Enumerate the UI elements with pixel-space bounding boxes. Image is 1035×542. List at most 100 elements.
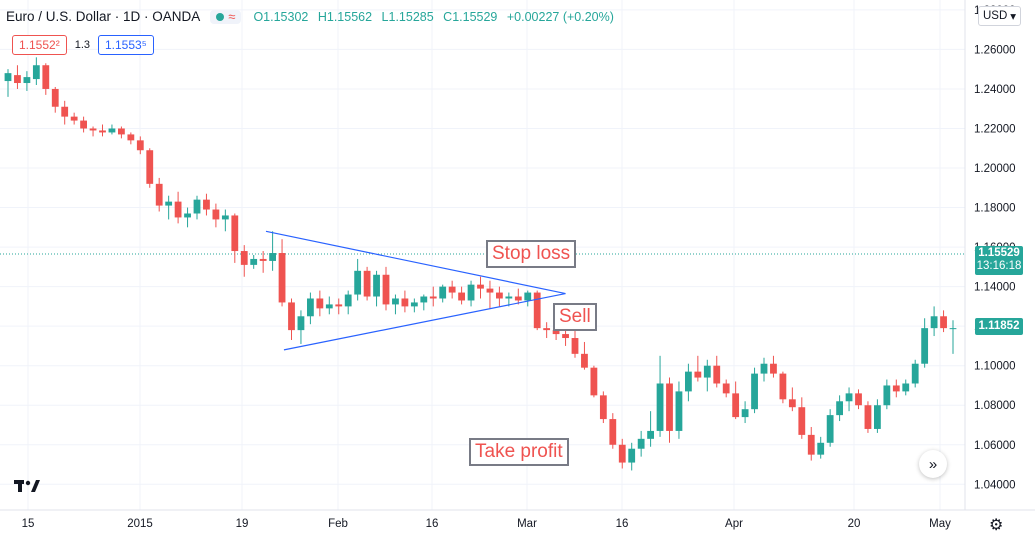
candle[interactable] <box>911 359 919 388</box>
candle[interactable] <box>363 266 371 301</box>
candle[interactable] <box>278 239 286 307</box>
candle[interactable] <box>609 413 617 449</box>
candle[interactable] <box>439 284 447 303</box>
candle[interactable] <box>344 290 352 315</box>
candle[interactable] <box>713 355 721 388</box>
candle[interactable] <box>240 245 248 277</box>
candle[interactable] <box>628 442 636 471</box>
market-status[interactable]: ≈ <box>210 9 242 24</box>
candle[interactable] <box>458 286 465 305</box>
candle[interactable] <box>703 359 711 392</box>
candle[interactable] <box>826 409 834 447</box>
candle[interactable] <box>221 209 229 232</box>
candle[interactable] <box>788 387 796 412</box>
candle[interactable] <box>80 116 87 133</box>
candle[interactable] <box>921 318 929 368</box>
candle[interactable] <box>4 69 12 97</box>
candle[interactable] <box>760 357 768 382</box>
buy-price-button[interactable]: 1.1553⁵ <box>98 35 154 55</box>
candle[interactable] <box>259 251 267 273</box>
candle[interactable] <box>571 330 579 358</box>
trendline[interactable] <box>283 292 566 351</box>
candle[interactable] <box>136 136 144 155</box>
currency-select[interactable]: USD ▾ <box>978 6 1022 26</box>
candle[interactable] <box>855 389 862 410</box>
candle[interactable] <box>590 365 598 398</box>
candle[interactable] <box>685 363 692 402</box>
candle[interactable] <box>467 280 475 307</box>
candle[interactable] <box>581 341 588 370</box>
candle[interactable] <box>618 438 626 469</box>
candle[interactable] <box>722 379 730 398</box>
candle[interactable] <box>477 276 484 299</box>
sell-annotation[interactable]: Sell <box>553 303 597 331</box>
candle[interactable] <box>410 298 418 313</box>
candle[interactable] <box>779 371 787 404</box>
sell-price-button[interactable]: 1.1552² <box>12 35 67 55</box>
candle[interactable] <box>23 71 31 91</box>
candle[interactable] <box>89 126 97 137</box>
candle[interactable] <box>193 195 201 220</box>
candle[interactable] <box>902 379 910 396</box>
candle[interactable] <box>770 355 777 378</box>
stop-loss-annotation[interactable]: Stop loss <box>486 240 577 268</box>
take-profit-annotation[interactable]: Take profit <box>469 438 569 466</box>
candle[interactable] <box>42 63 50 95</box>
candle[interactable] <box>99 124 106 137</box>
candle[interactable] <box>751 367 758 414</box>
candle[interactable] <box>666 377 673 443</box>
candle[interactable] <box>51 86 59 113</box>
candle[interactable] <box>127 132 135 145</box>
candle[interactable] <box>798 397 806 439</box>
candle[interactable] <box>174 191 182 224</box>
candle[interactable] <box>420 294 428 311</box>
candle[interactable] <box>335 298 343 315</box>
candle[interactable] <box>845 387 853 412</box>
candle[interactable] <box>184 207 191 228</box>
candle[interactable] <box>864 401 872 433</box>
candle[interactable] <box>949 320 957 354</box>
candle[interactable] <box>656 355 664 437</box>
candle[interactable] <box>496 286 503 307</box>
gear-icon[interactable]: ⚙ <box>989 517 1004 534</box>
candle[interactable] <box>892 379 900 398</box>
candle[interactable] <box>392 294 399 315</box>
candle[interactable] <box>836 395 843 422</box>
candle[interactable] <box>61 100 69 125</box>
candle[interactable] <box>203 193 210 216</box>
candle[interactable] <box>637 430 645 457</box>
symbol-title[interactable]: Euro / U.S. Dollar · 1D · OANDA <box>6 9 201 24</box>
trendline[interactable] <box>265 230 566 295</box>
candle[interactable] <box>14 65 21 89</box>
candle[interactable] <box>533 290 541 331</box>
candle[interactable] <box>429 286 437 307</box>
candle[interactable] <box>647 411 654 447</box>
candle[interactable] <box>165 195 173 220</box>
candle[interactable] <box>325 296 333 315</box>
candle[interactable] <box>354 258 362 301</box>
candle[interactable] <box>118 126 125 139</box>
candle[interactable] <box>373 270 380 307</box>
candle[interactable] <box>316 290 324 317</box>
candle[interactable] <box>874 399 881 433</box>
tradingview-logo-icon[interactable] <box>14 478 40 499</box>
candle[interactable] <box>250 255 258 269</box>
candle[interactable] <box>505 292 513 307</box>
candle[interactable] <box>940 310 947 333</box>
candle[interactable] <box>543 322 551 339</box>
candle[interactable] <box>231 213 239 263</box>
candle[interactable] <box>807 426 815 461</box>
candle[interactable] <box>930 306 938 337</box>
scroll-to-realtime-button[interactable]: » <box>919 450 947 478</box>
candle[interactable] <box>732 381 740 420</box>
candle[interactable] <box>448 280 456 299</box>
candle[interactable] <box>514 288 522 305</box>
candle[interactable] <box>883 379 891 410</box>
candle[interactable] <box>108 124 116 135</box>
candle[interactable] <box>155 177 163 212</box>
candle[interactable] <box>599 391 607 424</box>
candle[interactable] <box>146 148 154 188</box>
candle[interactable] <box>675 381 683 439</box>
candle[interactable] <box>212 203 220 228</box>
